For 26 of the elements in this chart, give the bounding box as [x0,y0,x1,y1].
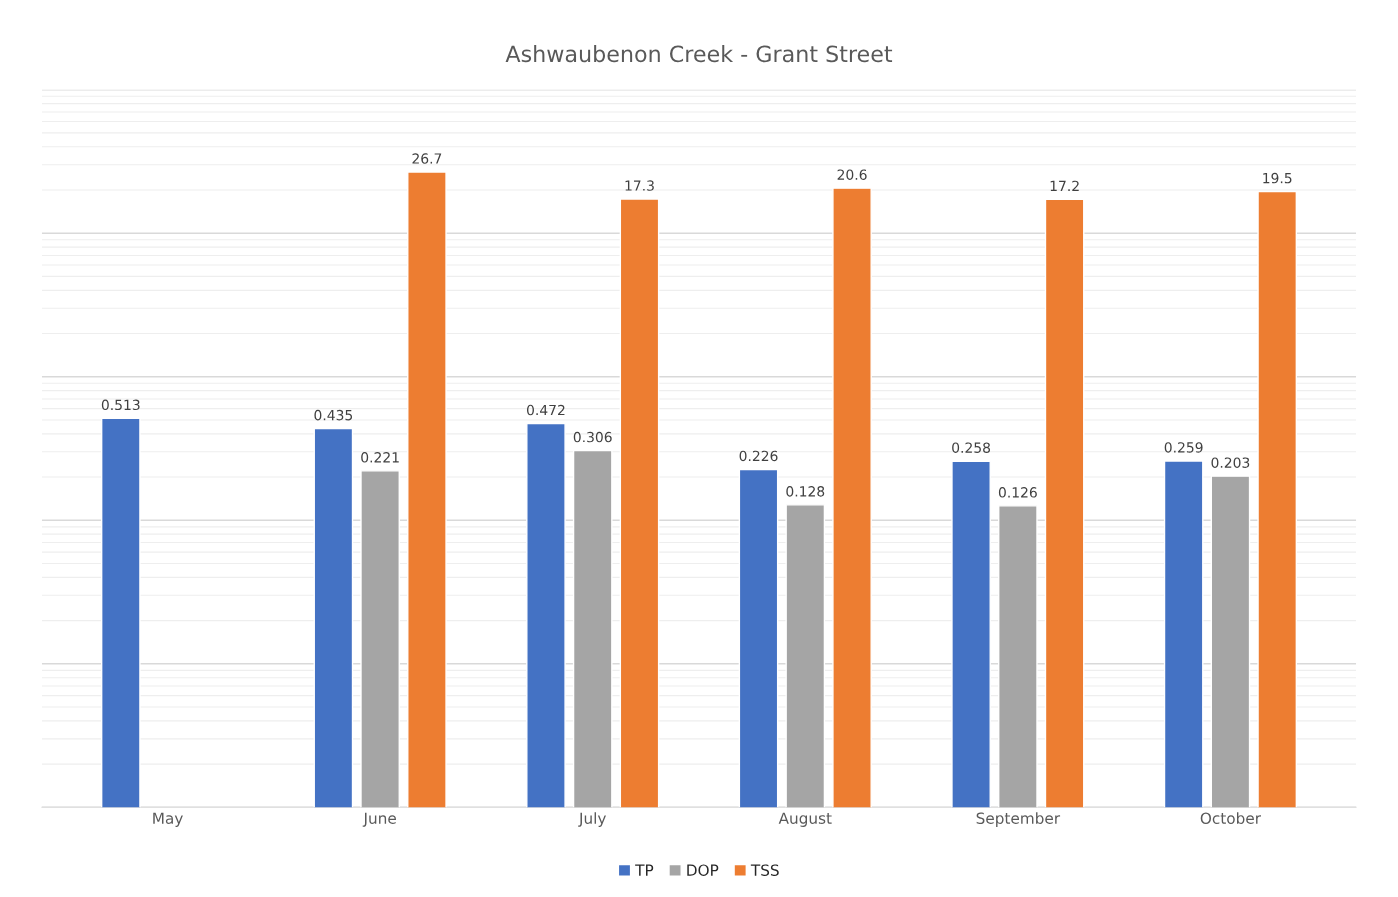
data-label: 0.226 [739,450,778,462]
data-label: 0.259 [1164,442,1203,453]
data-label: 17.2 [1050,180,1079,191]
data-label: 0.126 [998,487,1037,498]
data-label: 0.258 [952,442,991,453]
data-label: 0.221 [361,452,399,463]
x-tick-label: May [153,812,183,827]
x-tick-label: August [778,812,832,827]
x-tick-label: October [1200,812,1261,824]
legend-label: TSS [750,864,779,876]
data-label: 0.128 [786,486,825,497]
legend-label: TP [635,864,654,876]
x-tick-label: July [578,812,606,827]
data-label: 20.6 [837,169,867,180]
data-label: 26.7 [412,153,442,164]
data-label: 0.513 [101,399,140,411]
data-label: 0.435 [314,409,353,421]
data-label: 0.306 [573,431,612,443]
legend-label: DOP [687,864,719,876]
chart-title: Ashwaubenon Creek - Grant Street [505,45,893,63]
data-label: 0.472 [526,404,565,416]
data-label: 0.203 [1211,457,1250,468]
x-tick-label: June [362,812,396,827]
x-tick-label: September [976,812,1061,827]
data-label: 19.5 [1263,172,1292,184]
data-label: 17.3 [625,180,654,191]
